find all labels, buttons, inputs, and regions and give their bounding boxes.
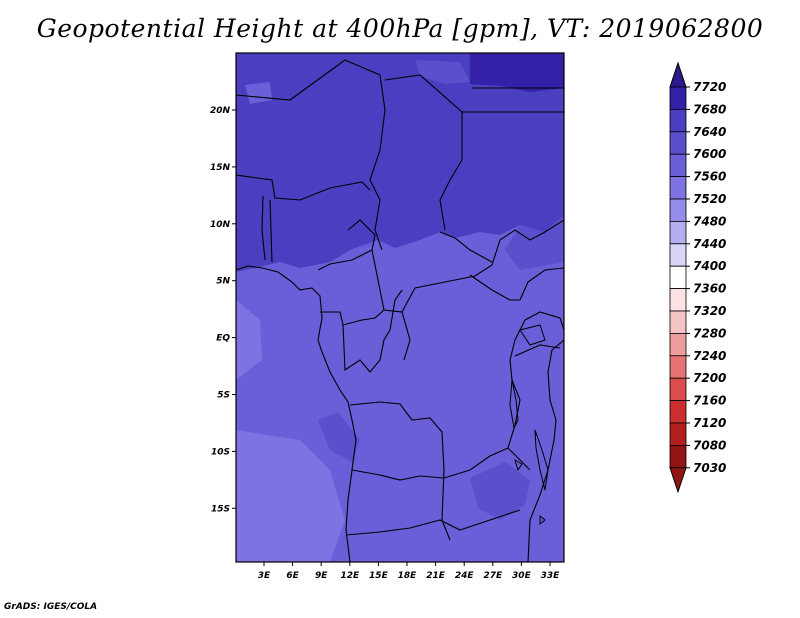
colorbar-segment (669, 288, 687, 312)
colorbar-label: 7600 (693, 147, 726, 161)
colorbar-label: 7480 (693, 214, 726, 228)
lon-label: 21E (426, 571, 446, 581)
colorbar-segment (669, 153, 687, 177)
lon-label: 9E (315, 571, 328, 581)
colorbar-bottom-arrow (669, 467, 687, 494)
lat-label: 20N (210, 106, 231, 116)
colorbar-segment (669, 176, 687, 200)
latitude-axis: 20N 15N 10N 5N EQ 5S 10S 15S (210, 106, 236, 514)
colorbar-label: 7400 (693, 259, 726, 273)
colorbar-segment (669, 355, 687, 379)
colorbar-label: 7520 (693, 192, 726, 206)
colorbar-segment (669, 377, 687, 402)
colorbar-label: 7320 (693, 304, 726, 318)
colorbar-label: 7280 (693, 326, 726, 340)
lon-label: 30E (512, 571, 532, 581)
grads-credit: GrADS: IGES/COLA (4, 602, 98, 612)
colorbar-label: 7680 (693, 102, 726, 116)
lat-label: 5N (216, 277, 230, 287)
colorbar-segment (669, 131, 687, 155)
map-title: Geopotential Height at 400hPa [gpm], VT:… (36, 14, 764, 43)
map-frame (235, 52, 565, 563)
lat-label: 10N (210, 220, 231, 230)
colorbar-label: 7030 (693, 461, 726, 475)
colorbar-label: 7720 (693, 80, 726, 94)
lat-label: 10S (211, 447, 230, 457)
colorbar-segment (669, 310, 687, 334)
lon-label: 12E (340, 571, 360, 581)
colorbar-segment (669, 220, 687, 245)
lon-label: 6E (286, 571, 299, 581)
colorbar-segment (669, 422, 687, 446)
colorbar-segment (669, 265, 687, 290)
colorbar-label: 7560 (693, 170, 726, 184)
colorbar-segment (669, 243, 687, 267)
lat-label: 15N (210, 163, 231, 173)
colorbar-segment (669, 444, 687, 469)
lon-label: 18E (398, 571, 418, 581)
lon-label: 3E (258, 571, 271, 581)
lon-label: 27E (483, 571, 503, 581)
colorbar-segment (669, 332, 687, 357)
colorbar-label: 7160 (693, 394, 726, 408)
lon-label: 15E (369, 571, 389, 581)
colorbar-segment (669, 86, 687, 110)
lat-label: EQ (216, 334, 230, 344)
lat-label: 15S (211, 504, 230, 514)
colorbar: 7720 7680 7640 7600 7560 7520 7480 7440 7400 7360… (669, 61, 726, 494)
colorbar-label: 7240 (693, 349, 726, 363)
colorbar-segment (669, 400, 687, 424)
lat-label: 5S (217, 391, 230, 401)
lon-label: 24E (455, 571, 475, 581)
colorbar-label: 7080 (693, 438, 726, 452)
colorbar-segment (669, 109, 687, 133)
colorbar-segment (669, 198, 687, 222)
lon-label: 33E (541, 571, 561, 581)
longitude-axis: 3E 6E 9E 12E 15E 18E 21E 24E 27E 30E 33E (258, 562, 560, 581)
lakes (509, 324, 549, 526)
colorbar-label: 7120 (693, 416, 726, 430)
colorbar-label: 7640 (693, 125, 726, 139)
height-field (236, 53, 564, 562)
colorbar-label: 7440 (693, 237, 726, 251)
colorbar-label: 7200 (693, 371, 726, 385)
colorbar-top-arrow (669, 61, 687, 88)
colorbar-label: 7360 (693, 282, 726, 296)
